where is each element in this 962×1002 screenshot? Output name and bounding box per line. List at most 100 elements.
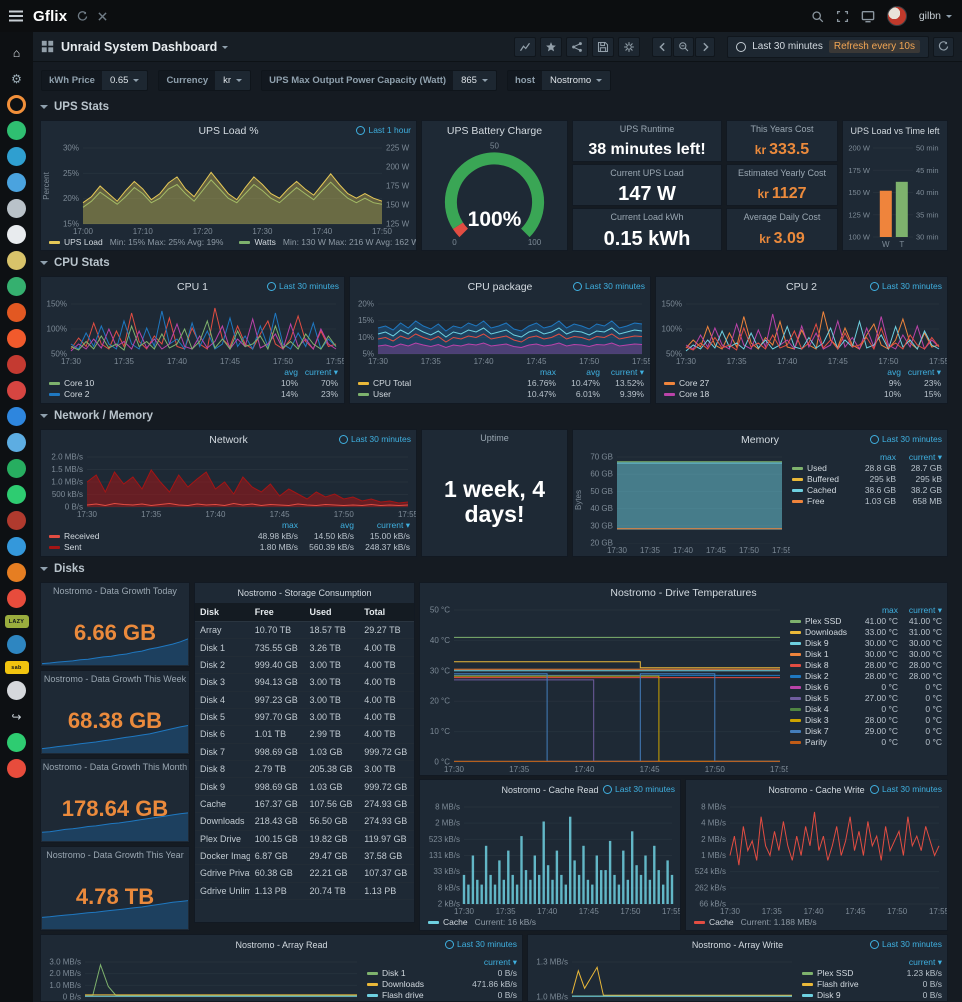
legend-item[interactable]: Cache Current: 16 kB/s: [428, 917, 536, 927]
cpu1-chart[interactable]: 50% 100% 150% 17:30 17:35 17:40 17:45 17:50 17:5…: [41, 297, 344, 367]
fullscreen-icon[interactable]: [836, 10, 849, 23]
section-ups-stats[interactable]: UPS Stats: [40, 101, 109, 113]
cache-read-chart[interactable]: 2 kB/s 8 kB/s 33 kB/s 131 kB/s 523 kB/s 2 MB/…: [420, 800, 680, 917]
legend-row[interactable]: Downloads 471.86 kB/s: [367, 979, 517, 990]
panel-title[interactable]: UPS Battery Charge: [446, 125, 543, 137]
legend-row[interactable]: Plex SSD 1.23 kB/s: [802, 968, 942, 979]
section-disks[interactable]: Disks: [40, 563, 85, 575]
legend-header[interactable]: max current ▾: [879, 452, 942, 462]
panel-title[interactable]: Nostromo - Array Write: [691, 940, 784, 950]
panel-title[interactable]: Nostromo - Storage Consumption: [237, 588, 372, 598]
ups-load-time-bars[interactable]: 100 W 125 W 150 W 175 W 200 W 30 min 35 min 40 …: [843, 141, 947, 250]
disk-link[interactable]: Disk 8: [195, 760, 250, 779]
storage-col-header[interactable]: Total: [359, 603, 414, 622]
legend-row[interactable]: Downloads 33.00 °C 31.00 °C: [790, 627, 942, 638]
app-yellow-icon[interactable]: [7, 251, 26, 270]
sync-icon[interactable]: [77, 10, 88, 22]
legend-item[interactable]: Cache Current: 1.188 MB/s: [694, 917, 817, 927]
disk-link[interactable]: Disk 5: [195, 708, 250, 727]
legend-row[interactable]: Disk 8 28.00 °C 28.00 °C: [790, 660, 942, 671]
panel-title[interactable]: CPU 1: [177, 281, 208, 293]
legend-row[interactable]: Plex SSD 41.00 °C 41.00 °C: [790, 616, 942, 627]
disk-link[interactable]: Disk 9: [195, 777, 250, 796]
app-camera-icon[interactable]: [7, 537, 26, 556]
refresh-button[interactable]: [933, 36, 954, 57]
disk-link[interactable]: Disk 3: [195, 673, 250, 692]
disk-link[interactable]: Gdrive Unlimited: [195, 882, 250, 901]
storage-col-header[interactable]: Disk: [195, 603, 250, 622]
panel-title[interactable]: Average Daily Cost: [743, 212, 821, 222]
panel-title[interactable]: Nostromo - Cache Write: [768, 785, 865, 795]
panel-title[interactable]: Current UPS Load: [610, 168, 684, 178]
battery-gauge[interactable]: 0 50 100 100%: [422, 141, 567, 250]
legend-header[interactable]: avg current ▾: [887, 367, 941, 377]
sabnzbd-icon[interactable]: sab: [4, 661, 29, 674]
ups-load-chart[interactable]: 15% 20% 25% 30% 125 W 150 W 175 W 200 W 225 W 17:…: [41, 141, 416, 237]
disk-link[interactable]: Disk 7: [195, 743, 250, 762]
legend-row[interactable]: Core 10 10% 70%: [49, 378, 338, 389]
tv-mode-icon[interactable]: [861, 10, 875, 23]
panel-title[interactable]: Uptime: [480, 433, 509, 443]
legend-row[interactable]: Disk 2 28.00 °C 28.00 °C: [790, 671, 942, 682]
time-range-picker[interactable]: Last 30 minutes Refresh every 10s: [727, 35, 929, 58]
variable-value[interactable]: 0.65: [101, 70, 148, 90]
legend-row[interactable]: Core 18 10% 15%: [664, 389, 941, 400]
app-blue-light-icon[interactable]: [7, 433, 26, 452]
disk-link[interactable]: Downloads: [195, 812, 250, 831]
zoom-out-button[interactable]: [673, 36, 695, 57]
user-menu[interactable]: gilbn: [919, 10, 952, 22]
time-forward-button[interactable]: [695, 36, 716, 57]
apps-grid-icon[interactable]: [41, 40, 54, 53]
legend-row[interactable]: Core 2 14% 23%: [49, 389, 338, 400]
panel-title[interactable]: Nostromo - Data Growth This Week: [43, 674, 187, 684]
avatar[interactable]: [886, 6, 907, 26]
home-icon[interactable]: ⌂: [12, 45, 21, 60]
app-red-shield-icon[interactable]: [7, 355, 26, 374]
disk-link[interactable]: Array: [195, 621, 250, 640]
legend-row[interactable]: Disk 7 29.00 °C 0 °C: [790, 726, 942, 737]
cpu-package-chart[interactable]: 5% 10% 15% 20% 17:30 17:35 17:40 17:45 17:50 17:5…: [350, 297, 650, 367]
settings-icon[interactable]: ⚙: [11, 71, 22, 86]
storage-col-header[interactable]: Used: [304, 603, 360, 622]
section-network-memory[interactable]: Network / Memory: [40, 410, 153, 422]
app-green-circle-icon[interactable]: [7, 277, 26, 296]
variable-value[interactable]: Nostromo: [542, 70, 611, 90]
disk-link[interactable]: Docker Image: [195, 847, 250, 866]
app-green-frog-icon[interactable]: [7, 485, 26, 504]
variable-value[interactable]: kr: [215, 70, 251, 90]
panel-title[interactable]: UPS Load %: [198, 125, 259, 137]
panel-title[interactable]: UPS Runtime: [619, 124, 675, 134]
legend-header[interactable]: max avg current ▾: [539, 367, 644, 377]
legend-item[interactable]: Watts Min: 130 W Max: 216 W Avg: 162 W: [239, 237, 416, 247]
app-red-circle-icon[interactable]: [7, 759, 26, 778]
app-blue-icon[interactable]: [7, 147, 26, 166]
dashboard-title[interactable]: Unraid System Dashboard: [61, 40, 229, 54]
time-back-button[interactable]: [652, 36, 673, 57]
memory-chart[interactable]: 20 GB 30 GB 40 GB 50 GB 60 GB 70 GB 17:30 17:35…: [573, 450, 790, 556]
panel-title[interactable]: Memory: [741, 434, 779, 446]
app-blue-eye-icon[interactable]: [7, 407, 26, 426]
legend-row[interactable]: User 10.47% 6.01% 9.39%: [358, 389, 644, 400]
app-stripes-icon[interactable]: [7, 511, 26, 530]
panel-title[interactable]: Nostromo - Data Growth This Month: [42, 762, 188, 772]
app-library-icon[interactable]: [7, 681, 26, 700]
variable-value[interactable]: 865: [453, 70, 496, 90]
close-icon[interactable]: [98, 11, 107, 21]
star-button[interactable]: [540, 36, 563, 57]
panel-title[interactable]: Nostromo - Drive Temperatures: [610, 587, 757, 599]
app-flame-icon[interactable]: [7, 303, 26, 322]
share-button[interactable]: [566, 36, 589, 57]
panel-title[interactable]: CPU package: [467, 281, 533, 293]
panel-title[interactable]: Network: [209, 434, 248, 446]
refresh-interval[interactable]: Refresh every 10s: [828, 40, 920, 53]
panel-title[interactable]: Nostromo - Data Growth This Year: [46, 850, 184, 860]
legend-row[interactable]: Core 27 9% 23%: [664, 378, 941, 389]
panel-title[interactable]: Nostromo - Array Read: [235, 940, 328, 950]
legend-header[interactable]: current ▾: [483, 957, 517, 967]
legend-row[interactable]: Disk 9 30.00 °C 30.00 °C: [790, 638, 942, 649]
disk-link[interactable]: Disk 1: [195, 638, 250, 657]
